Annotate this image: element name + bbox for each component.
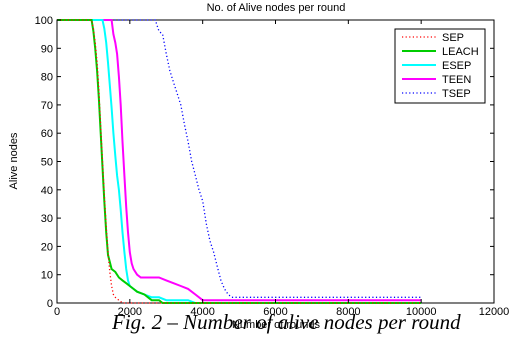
- legend-label-teen: TEEN: [442, 74, 471, 86]
- ticks-layer: 0 2000 4000 6000 8000 10000 12000 0 10 20 30 40 50 60…: [35, 15, 510, 318]
- x-tick-label: 10000: [406, 306, 437, 318]
- series-layer: [57, 19, 422, 304]
- y-tick-label: 50: [41, 157, 53, 169]
- x-tick-label: 0: [54, 306, 60, 318]
- y-tick-label: 40: [41, 185, 53, 197]
- x-tick-label: 2000: [118, 306, 142, 318]
- y-axis-label: Alive nodes: [8, 132, 20, 189]
- y-tick-label: 0: [47, 298, 53, 310]
- y-tick-label: 80: [41, 72, 53, 84]
- x-axis-label: Number of rounds: [232, 319, 321, 331]
- legend-label-esep: ESEP: [442, 60, 471, 72]
- legend-label-sep: SEP: [442, 32, 464, 44]
- series-line-esep: [57, 19, 422, 304]
- legend-items: SEP LEACH ESEP TEEN TSEP: [402, 32, 479, 100]
- y-tick-label: 90: [41, 43, 53, 55]
- y-tick-label: 30: [41, 213, 53, 225]
- y-tick-label: 20: [41, 241, 53, 253]
- x-tick-label: 4000: [190, 306, 214, 318]
- y-tick-label: 10: [41, 270, 53, 282]
- y-tick-label: 70: [41, 100, 53, 112]
- chart-title: No. of Alive nodes per round: [207, 2, 346, 14]
- series-line-teen: [57, 19, 422, 302]
- legend-label-leach: LEACH: [442, 46, 479, 58]
- legend: SEP LEACH ESEP TEEN TSEP: [394, 28, 486, 104]
- x-tick-label: 6000: [263, 306, 287, 318]
- x-tick-label: 8000: [336, 306, 360, 318]
- x-tick-label: 12000: [479, 306, 510, 318]
- legend-label-tsep: TSEP: [442, 88, 471, 100]
- y-tick-label: 100: [35, 15, 53, 27]
- series-line-leach: [57, 19, 422, 304]
- y-tick-label: 60: [41, 128, 53, 140]
- figure-caption: Fig. 2 – Number of alive nodes per round: [112, 310, 461, 334]
